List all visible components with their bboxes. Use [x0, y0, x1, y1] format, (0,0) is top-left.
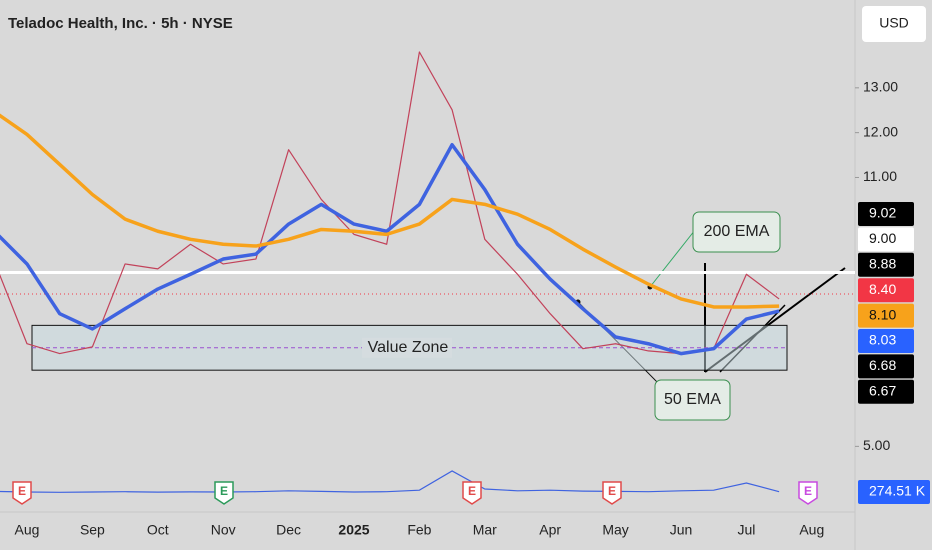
x-tick-label: Sep: [80, 522, 105, 538]
annotation-box: [654, 379, 731, 421]
price-label: 6.68: [869, 357, 896, 373]
volume-label: 274.51 K: [869, 483, 926, 499]
earnings-label: E: [608, 484, 616, 498]
x-tick-label: Aug: [799, 522, 824, 538]
annotation-box: [692, 211, 781, 253]
earnings-marker: [462, 481, 482, 505]
price-label-bg: [858, 202, 914, 226]
series-line: [0, 51, 780, 355]
price-label-bg: [858, 329, 914, 353]
series-line: [0, 113, 780, 309]
earnings-marker: [214, 481, 234, 505]
value-zone-label: Value Zone: [368, 339, 449, 356]
x-tick-label: May: [602, 522, 628, 538]
price-label-bg: [858, 252, 914, 277]
price-label: 8.88: [869, 256, 896, 272]
y-tick-label: 11.00: [863, 168, 897, 184]
volume-line: [0, 470, 780, 493]
earnings-marker: [602, 481, 622, 505]
earnings-marker: [798, 481, 818, 505]
price-label-bg: [858, 278, 914, 303]
price-label: 8.10: [869, 306, 896, 322]
x-tick-label: 2025: [338, 522, 369, 538]
x-tick-label: Jun: [670, 522, 693, 538]
annotation-label: 50 EMA: [664, 391, 721, 408]
x-tick-label: Aug: [15, 522, 40, 538]
price-label: 8.03: [869, 332, 896, 348]
x-tick-label: Mar: [473, 522, 497, 538]
price-label-bg: [858, 303, 914, 328]
annotation-label: 200 EMA: [704, 223, 770, 240]
price-label-bg: [858, 354, 914, 379]
x-tick-label: Oct: [147, 522, 169, 538]
price-label: 9.00: [869, 230, 896, 246]
price-label: 8.40: [869, 281, 896, 297]
price-label: 9.02: [869, 205, 896, 221]
price-label-bg: [858, 227, 914, 252]
price-label-bg: [858, 379, 914, 404]
y-tick-label: 12.00: [863, 123, 898, 139]
earnings-label: E: [804, 484, 812, 498]
earnings-marker: [12, 481, 32, 505]
x-tick-label: Dec: [276, 522, 301, 538]
currency-label: USD: [879, 15, 909, 31]
x-tick-label: Nov: [211, 522, 236, 538]
x-tick-label: Feb: [407, 522, 431, 538]
y-tick-label: 5.00: [863, 437, 890, 453]
series-line: [0, 143, 780, 356]
currency-button[interactable]: [862, 6, 926, 42]
callout-line: [649, 229, 696, 288]
chart-title: Teladoc Health, Inc. · 5h · NYSE: [8, 15, 233, 32]
earnings-label: E: [18, 484, 26, 498]
volume-label-bg: [858, 480, 930, 504]
earnings-label: E: [220, 484, 228, 498]
price-label: 6.67: [869, 383, 896, 399]
x-tick-label: Jul: [737, 522, 755, 538]
earnings-label: E: [468, 484, 476, 498]
y-tick-label: 13.00: [863, 79, 898, 95]
x-tick-label: Apr: [539, 522, 561, 538]
value-zone-label-bg: [362, 337, 452, 358]
